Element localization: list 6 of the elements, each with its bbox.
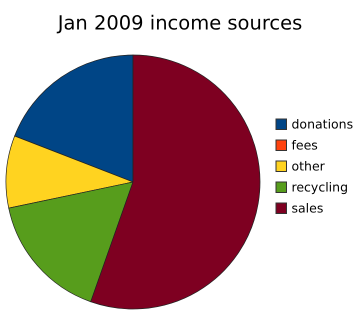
legend-label: sales (292, 200, 324, 216)
legend-label: other (292, 158, 326, 174)
legend-label: recycling (292, 179, 348, 194)
chart-title: Jan 2009 income sources (56, 12, 302, 34)
legend-label: donations (292, 116, 354, 132)
legend-label: fees (292, 137, 318, 152)
